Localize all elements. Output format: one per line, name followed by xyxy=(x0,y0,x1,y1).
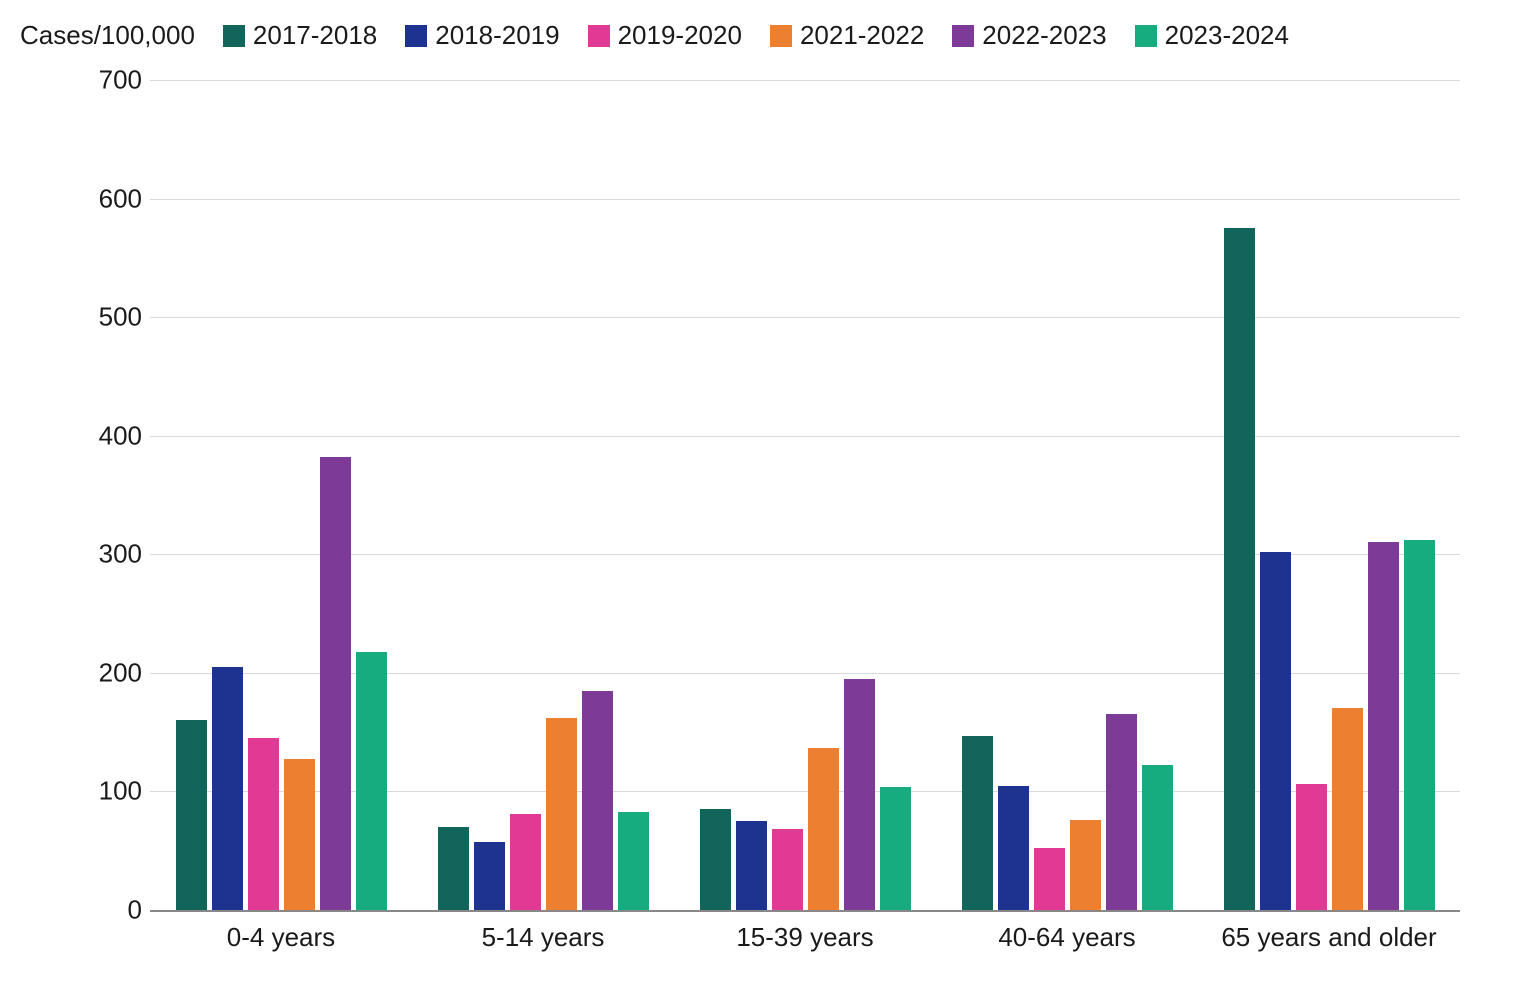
bar xyxy=(1142,765,1173,910)
bar xyxy=(1260,552,1291,910)
bar xyxy=(772,829,803,910)
legend-item: 2022-2023 xyxy=(952,20,1106,51)
legend-item: 2017-2018 xyxy=(223,20,377,51)
bar xyxy=(474,842,505,910)
y-tick-label: 100 xyxy=(42,776,142,807)
legend-label: 2022-2023 xyxy=(982,20,1106,51)
bar xyxy=(546,718,577,910)
legend-swatch xyxy=(952,25,974,47)
legend-swatch xyxy=(223,25,245,47)
legend-label: 2017-2018 xyxy=(253,20,377,51)
bar xyxy=(1070,820,1101,910)
bar xyxy=(1404,540,1435,910)
bar xyxy=(510,814,541,910)
bar xyxy=(320,457,351,910)
legend-label: 2021-2022 xyxy=(800,20,924,51)
bar xyxy=(844,679,875,910)
y-tick-label: 200 xyxy=(42,657,142,688)
y-tick-label: 0 xyxy=(42,895,142,926)
x-tick-label: 5-14 years xyxy=(412,922,674,953)
x-tick-label: 15-39 years xyxy=(674,922,936,953)
bar xyxy=(700,809,731,910)
x-tick-label: 0-4 years xyxy=(150,922,412,953)
legend-swatch xyxy=(588,25,610,47)
gridline xyxy=(150,317,1460,318)
bar xyxy=(618,812,649,910)
bar xyxy=(438,827,469,910)
x-tick-label: 65 years and older xyxy=(1198,922,1460,953)
bar xyxy=(1296,784,1327,910)
legend-swatch xyxy=(770,25,792,47)
plot-area xyxy=(150,80,1460,912)
legend: Cases/100,000 2017-2018 2018-2019 2019-202… xyxy=(20,20,1289,51)
y-tick-label: 500 xyxy=(42,302,142,333)
bar xyxy=(1034,848,1065,910)
bar xyxy=(176,720,207,910)
y-tick-label: 400 xyxy=(42,420,142,451)
legend-label: 2023-2024 xyxy=(1165,20,1289,51)
bar xyxy=(212,667,243,910)
bar xyxy=(1106,714,1137,910)
bar xyxy=(808,748,839,910)
bar xyxy=(1224,228,1255,910)
legend-item: 2018-2019 xyxy=(405,20,559,51)
bar xyxy=(880,787,911,910)
legend-swatch xyxy=(1135,25,1157,47)
legend-swatch xyxy=(405,25,427,47)
bar xyxy=(1332,708,1363,910)
legend-label: 2018-2019 xyxy=(435,20,559,51)
gridline xyxy=(150,80,1460,81)
bar xyxy=(248,738,279,910)
y-tick-label: 600 xyxy=(42,183,142,214)
legend-item: 2021-2022 xyxy=(770,20,924,51)
bar xyxy=(998,786,1029,911)
bar xyxy=(356,652,387,910)
y-tick-label: 700 xyxy=(42,65,142,96)
chart-container: Cases/100,000 2017-2018 2018-2019 2019-202… xyxy=(0,0,1522,991)
y-tick-label: 300 xyxy=(42,539,142,570)
legend-item: 2023-2024 xyxy=(1135,20,1289,51)
y-axis-title: Cases/100,000 xyxy=(20,20,195,51)
legend-label: 2019-2020 xyxy=(618,20,742,51)
bar xyxy=(582,691,613,910)
gridline xyxy=(150,436,1460,437)
gridline xyxy=(150,199,1460,200)
x-tick-label: 40-64 years xyxy=(936,922,1198,953)
legend-item: 2019-2020 xyxy=(588,20,742,51)
bar xyxy=(962,736,993,910)
bar xyxy=(284,759,315,910)
bar xyxy=(736,821,767,910)
bar xyxy=(1368,542,1399,910)
